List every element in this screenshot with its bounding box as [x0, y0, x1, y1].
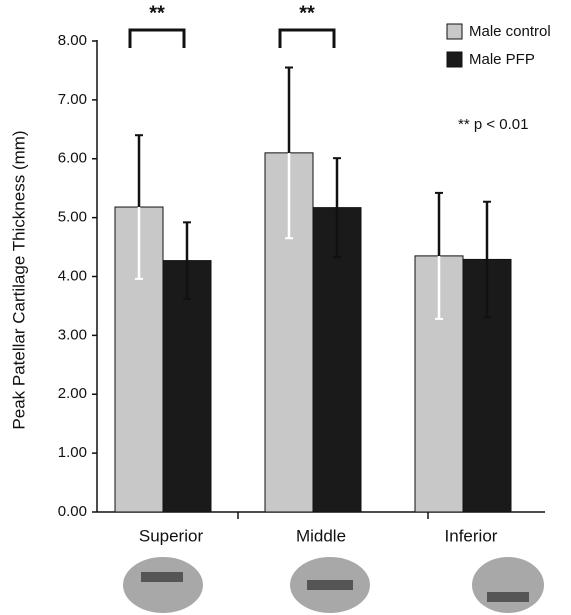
significance-bracket: [278, 28, 336, 48]
y-tick-label: 3.00: [58, 326, 87, 343]
bar: [162, 260, 212, 513]
region-marker: [141, 572, 183, 582]
knee-icon: [472, 557, 544, 613]
significance-label: **: [299, 2, 315, 24]
significance-note: ** p < 0.01: [458, 116, 528, 133]
x-tick-label: Inferior: [445, 526, 498, 545]
x-tick-label: Superior: [139, 526, 204, 545]
y-tick-label: 8.00: [58, 32, 87, 49]
legend-label: Male control: [469, 23, 551, 40]
legend-label: Male PFP: [469, 51, 535, 68]
x-tick-label: Middle: [296, 526, 346, 545]
y-tick-label: 1.00: [58, 444, 87, 461]
bar: [312, 207, 362, 513]
legend-swatch: [446, 51, 463, 68]
y-tick-label: 0.00: [58, 503, 87, 520]
knee-icon: [123, 557, 203, 613]
legend-swatch: [446, 23, 463, 40]
region-marker: [307, 580, 353, 590]
y-tick-label: 6.00: [58, 150, 87, 167]
significance-bracket: [128, 28, 186, 48]
y-tick-label: 7.00: [58, 91, 87, 108]
y-tick-label: 5.00: [58, 209, 87, 226]
knee-icons: [123, 557, 544, 613]
y-tick-label: 4.00: [58, 267, 87, 284]
region-marker: [487, 592, 529, 602]
y-axis-label: Peak Patellar Cartilage Thickness (mm): [9, 130, 28, 429]
significance-label: **: [149, 2, 165, 24]
y-tick-label: 2.00: [58, 385, 87, 402]
